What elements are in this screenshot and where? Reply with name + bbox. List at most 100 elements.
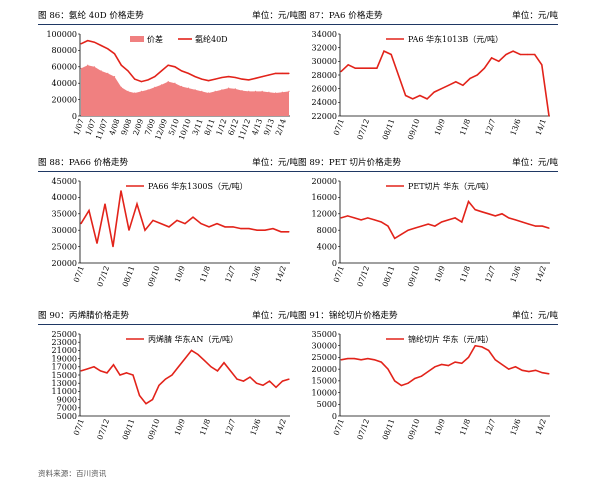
y-tick-label: 0 (72, 112, 77, 121)
y-tick-label: 25000 (52, 242, 77, 251)
y-tick-label: 30000 (312, 342, 337, 351)
x-tick-label: 12/7 (223, 417, 237, 436)
data-point (140, 81, 142, 83)
chart-panel-87: 图 87：PA6 价格走势 单位：元/吨 22000 24000 26000 2800… (298, 8, 558, 158)
x-tick-label: 08/11 (381, 265, 397, 288)
panel-unit: 单位：元/吨 (252, 158, 298, 168)
x-tick-label: 2/14 (274, 117, 288, 136)
data-point (508, 217, 510, 219)
legend-label: 氨纶40D (195, 34, 228, 44)
data-point (288, 90, 290, 92)
x-tick-label: 14/1 (534, 118, 548, 137)
legend-label: 锦纶切片 华东（元/吨） (408, 334, 493, 344)
data-point (152, 219, 154, 221)
data-point (138, 394, 141, 397)
data-point (275, 72, 277, 74)
data-point (210, 366, 212, 368)
chart-area-87: 22000 24000 26000 28000 30000 32000 34000 07/1 0… (298, 26, 558, 158)
chart-panel-91: 图 91：锦纶切片价格走势 单位：元/吨 0 5000 10000 15000 2000… (298, 308, 558, 458)
data-point (261, 90, 263, 92)
data-point (80, 223, 82, 225)
x-tick-label: 09/10 (146, 264, 162, 288)
data-point (373, 219, 376, 221)
data-point (107, 48, 109, 50)
y-tick-label: 28000 (312, 71, 337, 80)
data-point (288, 378, 290, 380)
data-point (229, 370, 232, 372)
data-point (548, 227, 550, 229)
data-point (440, 88, 442, 90)
data-point (501, 363, 503, 366)
data-point (234, 88, 236, 90)
data-point (288, 231, 290, 233)
data-point (534, 53, 536, 56)
x-tick-label: 11/8 (458, 417, 472, 436)
x-tick-label: 14/2 (534, 417, 548, 436)
y-tick-label: 25000 (52, 330, 77, 339)
data-point (272, 228, 274, 230)
data-point (461, 362, 463, 364)
data-point (433, 91, 435, 93)
data-point (207, 80, 210, 82)
data-point (147, 89, 149, 91)
data-point (347, 64, 349, 66)
data-point (373, 359, 376, 361)
data-point (87, 64, 89, 66)
data-point (194, 89, 196, 91)
data-point (400, 384, 402, 387)
source-note: 资料来源：百川资讯 (38, 469, 107, 478)
data-point (168, 226, 170, 228)
data-point (181, 85, 183, 88)
y-tick-label: 24000 (312, 98, 337, 107)
data-point (414, 227, 416, 229)
data-point (113, 76, 116, 78)
y-tick-label: 25000 (312, 353, 337, 362)
data-point (441, 363, 443, 366)
data-point (80, 370, 82, 372)
data-point (88, 209, 90, 212)
x-tick-label: 14/2 (274, 417, 288, 436)
data-point (207, 92, 210, 94)
x-tick-label: 09/10 (406, 117, 422, 141)
data-point (498, 60, 500, 62)
chart-area-89: 0 4000 8000 12000 16000 20000 07/1 07/12 08/11 09… (298, 173, 558, 305)
data-point (461, 221, 463, 223)
y-tick-label: 19000 (52, 354, 77, 363)
data-point (112, 364, 115, 366)
y-tick-label: 20000 (52, 95, 77, 104)
x-tick-label: 09/10 (146, 417, 162, 441)
data-point (128, 229, 130, 231)
panel-title: 图 88：PA66 价格走势 (38, 158, 129, 168)
chart-86-svg: 0200004000060000800001000001/071/0711/07… (46, 30, 290, 141)
panel-unit: 单位：元/吨 (512, 11, 558, 21)
data-point (248, 90, 250, 92)
data-point (481, 346, 483, 348)
data-point (99, 370, 102, 372)
x-tick-label: 07/12 (95, 417, 111, 441)
data-point (268, 74, 270, 76)
x-tick-label: 13/6 (508, 417, 522, 436)
data-point (514, 366, 517, 368)
data-point (248, 228, 250, 230)
data-point (380, 221, 382, 223)
data-point (535, 225, 537, 227)
x-tick-label: 13/6 (248, 264, 262, 283)
x-tick-label: 11/8 (458, 117, 472, 136)
data-point (426, 98, 428, 100)
data-point (96, 242, 98, 244)
data-point (221, 76, 223, 79)
data-point (112, 246, 114, 248)
x-tick-label: 07/12 (355, 117, 371, 141)
y-tick-label: 35000 (312, 330, 337, 339)
data-point (419, 94, 421, 97)
data-point (216, 223, 218, 225)
data-point (236, 378, 238, 380)
x-tick-label: 14/2 (274, 264, 288, 283)
x-tick-label: 10/9 (433, 117, 447, 136)
data-point (120, 190, 122, 192)
data-point (187, 87, 189, 89)
data-point (120, 64, 122, 66)
y-tick-label: 40000 (52, 193, 77, 202)
